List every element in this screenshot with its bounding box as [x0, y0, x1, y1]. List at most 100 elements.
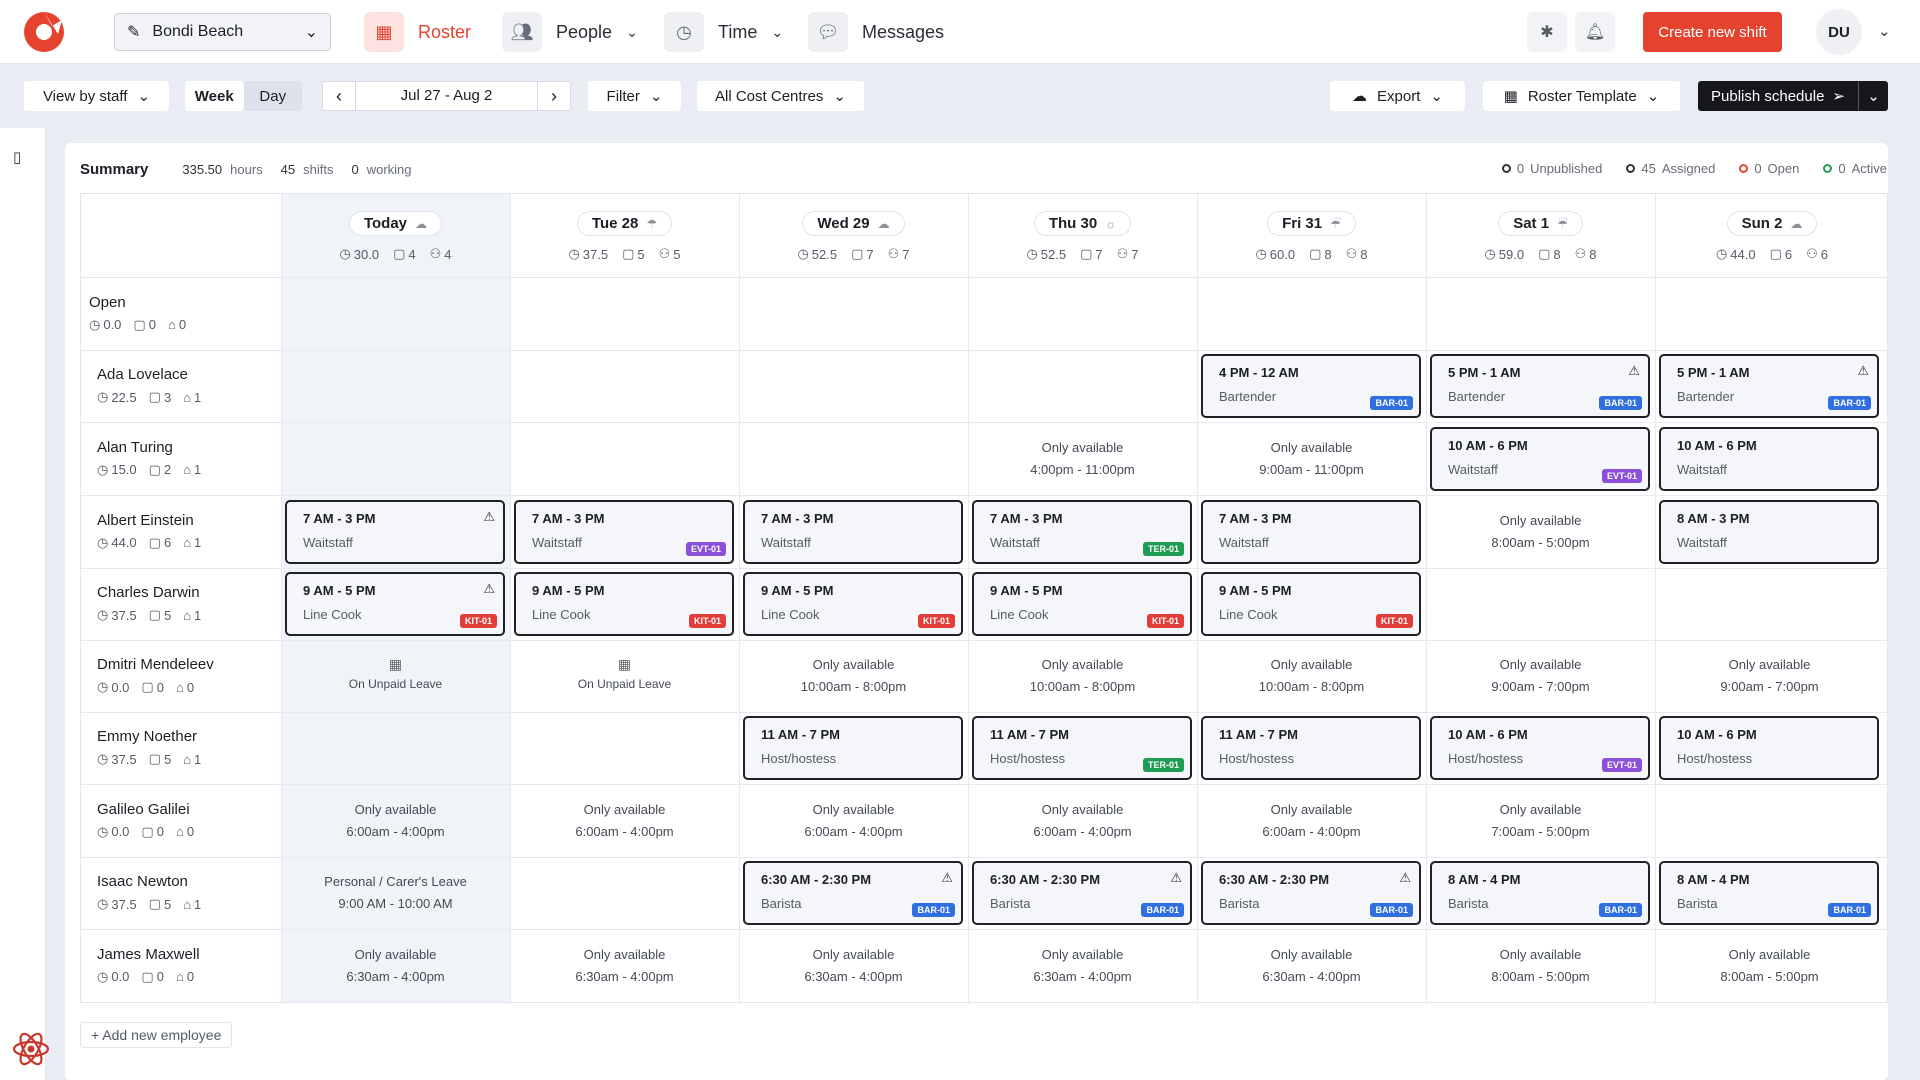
- employee-name[interactable]: Ada Lovelace: [97, 366, 188, 383]
- shift-card[interactable]: 11 AM - 7 PM Host/hostess: [743, 716, 963, 780]
- shift-card[interactable]: 11 AM - 7 PM Host/hostess TER-01: [972, 716, 1192, 780]
- employee-cell[interactable]: Emmy Noether ◷ 37.5 ▢ 5 ⌂ 1: [97, 728, 201, 767]
- employee-hours-value: 0.0: [111, 824, 130, 839]
- publish-options-chevron-icon[interactable]: ⌄: [1858, 81, 1888, 111]
- employee-cell[interactable]: Galileo Galilei ◷ 0.0 ▢ 0 ⌂ 0: [97, 801, 194, 840]
- employee-name[interactable]: Emmy Noether: [97, 728, 198, 745]
- avatar[interactable]: DU: [1816, 9, 1862, 55]
- shift-card[interactable]: 9 AM - 5 PM Line Cook KIT-01: [972, 572, 1192, 636]
- shift-card[interactable]: 8 AM - 3 PM Waitstaff: [1659, 499, 1879, 564]
- availability-title: Only available: [1041, 946, 1124, 962]
- employee-name[interactable]: Charles Darwin: [97, 584, 200, 601]
- employee-cell[interactable]: Ada Lovelace ◷ 22.5 ▢ 3 ⌂ 1: [97, 366, 201, 405]
- shift-card[interactable]: 10 AM - 6 PM Waitstaff: [1659, 426, 1879, 491]
- nav-roster[interactable]: ▦ Roster: [364, 12, 471, 52]
- day-header[interactable]: Today ☁ ◷ 30.0 ▢ 4 ⚇ 4: [281, 211, 510, 262]
- employee-cell[interactable]: James Maxwell ◷ 0.0 ▢ 0 ⌂ 0: [97, 946, 200, 985]
- shift-card[interactable]: 10 AM - 6 PM Host/hostess EVT-01: [1430, 716, 1650, 780]
- location-select[interactable]: ✎ Bondi Beach ⌄: [114, 13, 331, 51]
- employee-name[interactable]: Albert Einstein: [97, 511, 194, 529]
- day-header[interactable]: Sun 2 ☁ ◷ 44.0 ▢ 6 ⚇ 6: [1655, 211, 1889, 262]
- app-logo[interactable]: [22, 10, 66, 54]
- employee-cell[interactable]: Dmitri Mendeleev ◷ 0.0 ▢ 0 ⌂ 0: [97, 656, 214, 695]
- employee-name[interactable]: Isaac Newton: [97, 873, 188, 890]
- shift-card[interactable]: 5 PM - 1 AM Bartender ⚠ BAR-01: [1430, 354, 1650, 418]
- notifications-button[interactable]: 🔔︎: [1575, 12, 1615, 52]
- employee-name[interactable]: Open: [89, 293, 126, 311]
- day-label-pill[interactable]: Tue 28 ☂: [576, 211, 673, 236]
- filter-button[interactable]: Filter ⌄: [588, 81, 681, 111]
- employee-cell[interactable]: Albert Einstein ◷ 44.0 ▢ 6 ⌂ 1: [97, 512, 201, 551]
- bug-report-button[interactable]: ✱: [1527, 12, 1567, 52]
- employee-name[interactable]: Dmitri Mendeleev: [97, 656, 214, 673]
- shift-card[interactable]: 6:30 AM - 2:30 PM Barista ⚠ BAR-01: [1201, 861, 1421, 925]
- warning-icon[interactable]: ⚠: [1399, 870, 1411, 885]
- employee-cell[interactable]: Open ◷ 0.0 ▢ 0 ⌂ 0: [89, 294, 186, 333]
- day-label-pill[interactable]: Sat 1 ☔: [1498, 211, 1583, 236]
- prev-week-button[interactable]: ‹: [336, 85, 342, 106]
- shift-card[interactable]: 7 AM - 3 PM Waitstaff ⚠: [285, 499, 505, 564]
- chevron-down-icon[interactable]: ⌄: [1878, 23, 1891, 40]
- warning-icon[interactable]: ⚠: [941, 870, 953, 885]
- shift-card[interactable]: 4 PM - 12 AM Bartender BAR-01: [1201, 354, 1421, 418]
- day-header[interactable]: Fri 31 ☔ ◷ 60.0 ▢ 8 ⚇ 8: [1197, 211, 1426, 262]
- sidebar-toggle-icon[interactable]: ▯: [13, 149, 22, 166]
- day-label-pill[interactable]: Fri 31 ☔: [1267, 211, 1356, 236]
- day-tab[interactable]: Day: [259, 87, 287, 105]
- nav-messages[interactable]: 💬︎ Messages: [808, 12, 944, 52]
- shift-card[interactable]: 7 AM - 3 PM Waitstaff EVT-01: [514, 499, 734, 564]
- shift-card[interactable]: 8 AM - 4 PM Barista BAR-01: [1430, 861, 1650, 925]
- employee-cell[interactable]: Isaac Newton ◷ 37.5 ▢ 5 ⌂ 1: [97, 873, 201, 912]
- warning-icon[interactable]: ⚠: [483, 508, 495, 524]
- shift-box-icon: ▢: [141, 968, 154, 984]
- employee-cell[interactable]: Charles Darwin ◷ 37.5 ▢ 5 ⌂ 1: [97, 584, 201, 623]
- day-label-pill[interactable]: Thu 30 ☼: [1033, 211, 1132, 236]
- add-employee-button[interactable]: + Add new employee: [80, 1022, 233, 1048]
- day-header[interactable]: Thu 30 ☼ ◷ 52.5 ▢ 7 ⚇ 7: [968, 211, 1197, 262]
- roster-template-button[interactable]: ▦ Roster Template ⌄: [1483, 81, 1680, 111]
- warning-icon[interactable]: ⚠: [1170, 870, 1182, 885]
- export-button[interactable]: ☁ Export ⌄: [1330, 81, 1465, 111]
- shift-card[interactable]: 8 AM - 4 PM Barista BAR-01: [1659, 861, 1879, 925]
- shift-card[interactable]: 10 AM - 6 PM Waitstaff EVT-01: [1430, 426, 1650, 491]
- day-header[interactable]: Sat 1 ☔ ◷ 59.0 ▢ 8 ⚇ 8: [1426, 211, 1655, 262]
- warning-icon[interactable]: ⚠: [483, 581, 495, 596]
- shift-card[interactable]: 7 AM - 3 PM Waitstaff TER-01: [972, 499, 1192, 564]
- date-range[interactable]: Jul 27 - Aug 2: [355, 81, 538, 111]
- shift-card[interactable]: 7 AM - 3 PM Waitstaff: [1201, 499, 1421, 564]
- next-week-button[interactable]: ›: [551, 85, 557, 106]
- shift-card[interactable]: 9 AM - 5 PM Line Cook KIT-01: [743, 572, 963, 636]
- publish-schedule-button[interactable]: Publish schedule ➢ ⌄: [1698, 81, 1888, 111]
- day-header[interactable]: Wed 29 ☁ ◷ 52.5 ▢ 7 ⚇ 7: [739, 211, 968, 262]
- shift-card[interactable]: 9 AM - 5 PM Line Cook KIT-01: [514, 572, 734, 636]
- create-shift-button[interactable]: Create new shift: [1643, 12, 1782, 52]
- cost-centre-select[interactable]: All Cost Centres ⌄: [697, 81, 864, 111]
- legend-item: 0 Open: [1739, 161, 1799, 176]
- react-devtools-icon[interactable]: [11, 1029, 51, 1069]
- employee-cell[interactable]: Alan Turing ◷ 15.0 ▢ 2 ⌂ 1: [97, 439, 201, 478]
- warning-icon[interactable]: ⚠: [1857, 363, 1869, 378]
- week-tab[interactable]: Week: [185, 81, 244, 111]
- day-label-pill[interactable]: Today ☁: [348, 211, 443, 236]
- shift-card[interactable]: 5 PM - 1 AM Bartender ⚠ BAR-01: [1659, 354, 1879, 418]
- shift-card[interactable]: 7 AM - 3 PM Waitstaff: [743, 499, 963, 564]
- employee-name[interactable]: James Maxwell: [97, 945, 200, 963]
- warning-icon[interactable]: ⚠: [1628, 363, 1640, 378]
- shift-card[interactable]: 6:30 AM - 2:30 PM Barista ⚠ BAR-01: [972, 861, 1192, 925]
- cost-centre-tag: BAR-01: [1141, 903, 1184, 917]
- shift-card[interactable]: 10 AM - 6 PM Host/hostess: [1659, 716, 1879, 780]
- availability-title: Only available: [1499, 512, 1582, 528]
- employee-name[interactable]: Galileo Galilei: [97, 800, 190, 818]
- employee-name[interactable]: Alan Turing: [97, 438, 173, 456]
- day-label-pill[interactable]: Wed 29 ☁: [802, 211, 905, 236]
- shift-card[interactable]: 9 AM - 5 PM Line Cook KIT-01: [1201, 572, 1421, 636]
- shift-card[interactable]: 11 AM - 7 PM Host/hostess: [1201, 716, 1421, 780]
- view-by-select[interactable]: View by staff ⌄: [24, 81, 169, 111]
- nav-time[interactable]: ◷ Time ⌄: [664, 12, 783, 52]
- nav-people[interactable]: 👥︎ People ⌄: [502, 12, 638, 52]
- shift-role: Waitstaff: [303, 534, 353, 550]
- day-header[interactable]: Tue 28 ☂ ◷ 37.5 ▢ 5 ⚇ 5: [510, 211, 739, 262]
- day-label-pill[interactable]: Sun 2 ☁: [1726, 211, 1818, 236]
- shift-card[interactable]: 9 AM - 5 PM Line Cook ⚠ KIT-01: [285, 572, 505, 636]
- shift-card[interactable]: 6:30 AM - 2:30 PM Barista ⚠ BAR-01: [743, 861, 963, 925]
